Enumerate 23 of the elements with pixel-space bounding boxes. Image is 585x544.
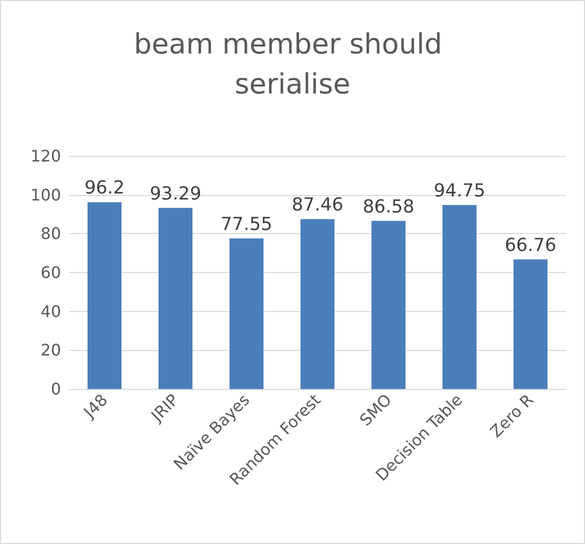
bar	[514, 259, 548, 389]
chart-title: beam member should serialise	[134, 28, 452, 100]
bar	[442, 205, 476, 389]
data-label: 96.2	[84, 178, 125, 199]
bar	[230, 238, 264, 389]
data-label: 87.46	[292, 194, 344, 216]
data-label: 66.76	[504, 234, 556, 256]
y-tick-label: 0	[50, 380, 61, 398]
y-tick-label: 80	[40, 224, 61, 244]
y-tick-label: 40	[40, 302, 61, 321]
y-tick-label: 20	[40, 340, 61, 360]
bar	[300, 219, 334, 389]
y-tick-label: 100	[30, 185, 61, 204]
data-label: 77.55	[220, 214, 272, 235]
y-tick-label: 120	[30, 146, 61, 166]
data-label: 93.29	[150, 183, 202, 204]
bar	[88, 202, 122, 389]
y-tick-label: 60	[40, 263, 61, 282]
bar	[372, 220, 406, 389]
data-label: 94.75	[434, 180, 486, 202]
x-tick-label: J48	[79, 390, 112, 422]
bar	[158, 208, 192, 389]
data-label: 86.58	[362, 196, 414, 218]
